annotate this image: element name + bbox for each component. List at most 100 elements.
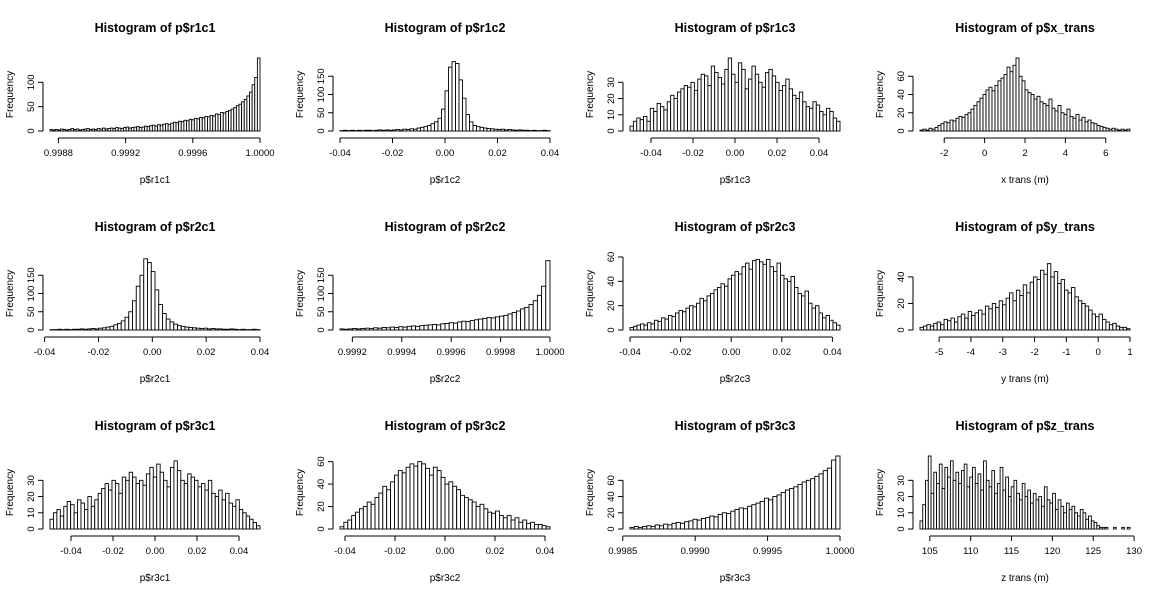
histogram-bar	[715, 73, 718, 131]
x-axis-label: p$r3c2	[430, 573, 461, 584]
histogram-bar	[947, 123, 950, 131]
x-tick-label: 0.04	[536, 546, 555, 557]
histogram-bar	[648, 323, 652, 330]
histogram-bar	[972, 315, 975, 330]
histogram-bar	[714, 290, 718, 330]
histogram-svg: Histogram of p$r3c3p$r3c3Frequency0.9985…	[580, 398, 870, 597]
histogram-bar	[129, 472, 132, 529]
histogram-bar	[379, 493, 383, 529]
histogram-bar	[122, 477, 125, 529]
histogram-bar	[438, 118, 442, 131]
histogram-bar	[823, 471, 827, 529]
y-tick-label: 60	[606, 252, 617, 263]
histogram-bar	[731, 511, 735, 529]
y-axis-label: Frequency	[875, 270, 886, 317]
histogram-bar	[204, 328, 208, 330]
histogram-bar	[691, 82, 694, 131]
histogram-bar	[752, 505, 756, 529]
histogram-bar	[650, 108, 653, 131]
histogram-bar	[693, 519, 697, 529]
histogram-bar	[410, 129, 414, 131]
histogram-bar	[638, 527, 642, 529]
histogram-bar	[365, 328, 369, 330]
histogram-bar	[760, 262, 764, 330]
histogram-bar	[667, 102, 670, 131]
histogram-bar	[160, 472, 163, 529]
histogram-bar	[820, 112, 823, 131]
histogram-bar	[185, 327, 189, 330]
y-tick-label: 20	[316, 501, 327, 512]
histogram-bar	[718, 77, 721, 131]
histogram-bar	[782, 86, 785, 131]
histogram-bar	[721, 284, 725, 330]
x-tick-label: 0.04	[810, 148, 829, 159]
histogram-bar	[500, 316, 504, 330]
histogram-bar	[205, 490, 208, 529]
histogram-bar	[1092, 314, 1095, 330]
histogram-bar	[508, 130, 512, 131]
histogram-bar	[722, 513, 726, 529]
histogram-bar	[140, 480, 143, 529]
histogram-bar	[463, 98, 467, 131]
histogram-bar	[802, 482, 806, 529]
histogram-bar	[226, 329, 230, 330]
y-tick-label: 60	[316, 456, 327, 467]
histogram-bar	[393, 130, 397, 131]
y-tick-label: 0	[316, 128, 327, 133]
histogram-bar	[208, 329, 212, 330]
histogram-bar	[163, 314, 167, 330]
histogram-bar	[805, 291, 809, 330]
histogram-bar	[680, 523, 684, 529]
histogram-bar	[432, 325, 436, 330]
histogram-bar	[1082, 303, 1085, 330]
histogram-bar	[236, 500, 239, 529]
chart-title: Histogram of p$r2c3	[675, 220, 796, 234]
x-tick-label: -0.04	[334, 546, 356, 557]
x-tick-label: 0.9988	[44, 148, 73, 159]
histogram-bar	[694, 90, 697, 131]
histogram-bar	[525, 307, 529, 330]
histogram-bar	[253, 329, 257, 330]
histogram-bar	[394, 475, 398, 529]
y-tick-label: 50	[26, 306, 37, 317]
histogram-bar	[361, 329, 365, 330]
histogram-bar	[706, 518, 710, 529]
histogram-bar	[424, 325, 428, 330]
histogram-bar	[468, 500, 472, 529]
histogram-bar	[688, 87, 691, 131]
histogram-bar	[746, 263, 750, 330]
histogram-bar	[941, 124, 944, 131]
histogram-bar	[359, 509, 363, 529]
histogram-bar	[935, 127, 938, 131]
histogram-bar	[146, 474, 149, 529]
y-axis-label: Frequency	[5, 469, 16, 516]
histogram-bar	[956, 118, 959, 131]
histogram-bar	[971, 109, 974, 131]
histogram-bar	[1037, 280, 1040, 330]
histogram-bar	[473, 126, 477, 131]
histogram-bar	[375, 498, 379, 529]
histogram-bar	[837, 325, 841, 330]
histogram-bar	[823, 318, 827, 330]
histogram-bar	[157, 464, 160, 529]
x-tick-label: 0.02	[768, 148, 787, 159]
histogram-bar	[159, 304, 163, 330]
histogram-bar	[494, 129, 498, 131]
histogram-bar	[484, 128, 488, 131]
histogram-bar	[827, 468, 831, 529]
histogram-bar	[458, 322, 462, 330]
histogram-bar	[998, 81, 1001, 131]
histogram-bar	[833, 118, 836, 131]
histogram-bar	[477, 127, 481, 131]
histogram-bar	[487, 318, 491, 330]
histogram-bar	[704, 301, 708, 330]
histogram-bar	[1078, 301, 1081, 330]
histogram-bar	[809, 303, 813, 330]
y-tick-label: 0	[26, 128, 37, 133]
x-tick-label: 110	[963, 546, 978, 557]
histogram-bar	[198, 487, 201, 529]
histogram-bar	[698, 79, 701, 131]
chart-title: Histogram of p$r2c2	[385, 220, 506, 234]
